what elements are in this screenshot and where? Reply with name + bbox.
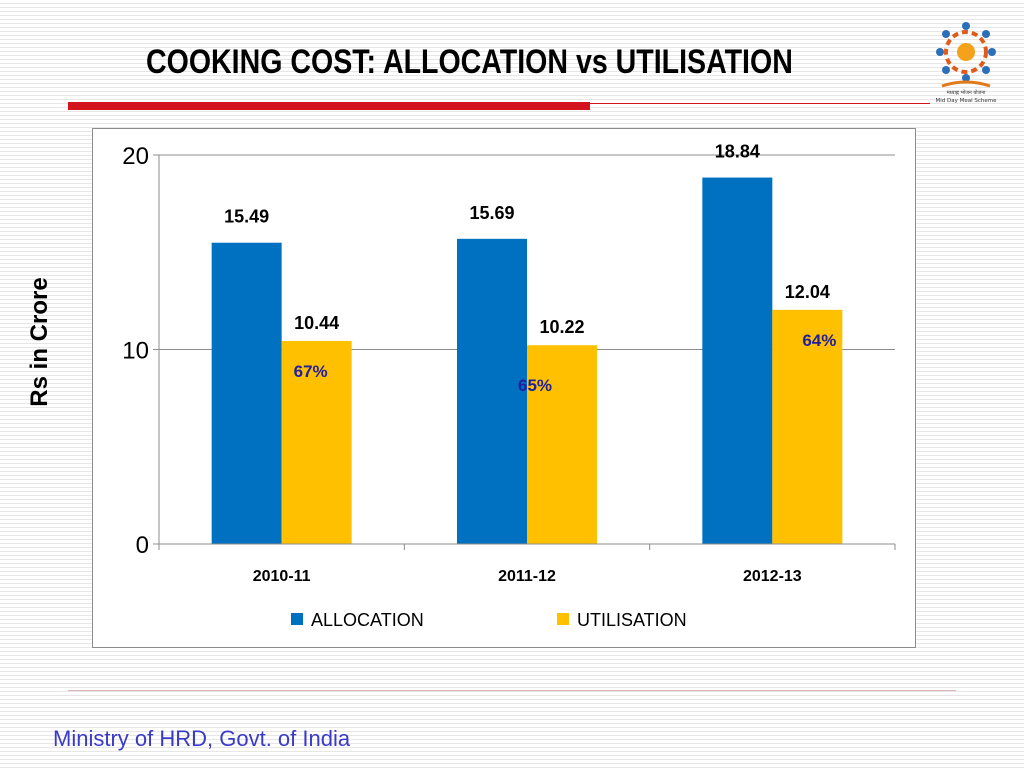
- logo-caption-english: Mid Day Meal Scheme: [935, 98, 997, 104]
- bar-utilisation-2012-13: [772, 309, 843, 544]
- bar-allocation-2011-12: [457, 238, 527, 544]
- bar-utilisation-2011-12: [527, 345, 597, 544]
- slide-title: COOKING COST: ALLOCATION vs UTILISATION: [146, 43, 793, 81]
- data-label: 12.04: [785, 282, 830, 302]
- legend-swatch-allocation: [291, 613, 303, 625]
- y-tick-label: 10: [122, 338, 149, 365]
- percent-annotation: 64%: [802, 331, 836, 350]
- x-tick-label: 2010-11: [253, 568, 311, 585]
- chart-container: 0 10 20 15.49 10.44 67% 2010-11 15.69 10.22 65% 20…: [92, 128, 916, 648]
- data-label: 18.84: [715, 142, 760, 162]
- percent-annotation: 65%: [518, 376, 552, 395]
- data-label: 10.44: [294, 313, 339, 333]
- footer-text: Ministry of HRD, Govt. of India: [53, 726, 351, 751]
- x-tick-label: 2011-12: [498, 568, 556, 585]
- footer-divider: [68, 690, 956, 691]
- title-underline-bar: [68, 102, 590, 110]
- bar-chart: 0 10 20 15.49 10.44 67% 2010-11 15.69 10.22 65% 20…: [122, 142, 896, 630]
- legend-swatch-utilisation: [557, 613, 569, 625]
- legend-label: UTILISATION: [577, 610, 687, 630]
- logo-caption-hindi: मध्याह्न भोजन योजना: [947, 89, 986, 96]
- legend-label: ALLOCATION: [311, 610, 424, 630]
- mid-day-meal-logo: मध्याह्न भोजन योजना Mid Day Meal Scheme: [935, 22, 997, 104]
- bar-allocation-2012-13: [702, 177, 773, 544]
- logo-figures-icon: [936, 22, 996, 82]
- bar-utilisation-2010-11: [281, 340, 352, 544]
- x-tick-label: 2012-13: [743, 568, 802, 585]
- data-label: 15.69: [469, 203, 514, 223]
- percent-annotation: 67%: [294, 362, 328, 381]
- title-underline-line: [590, 103, 930, 104]
- y-axis-label-text: Rs in Crore: [26, 277, 53, 407]
- data-label: 15.49: [224, 207, 269, 227]
- y-tick-label: 20: [122, 143, 149, 170]
- data-label: 10.22: [539, 317, 584, 337]
- bar-allocation-2010-11: [211, 242, 282, 545]
- y-tick-label: 0: [136, 532, 149, 559]
